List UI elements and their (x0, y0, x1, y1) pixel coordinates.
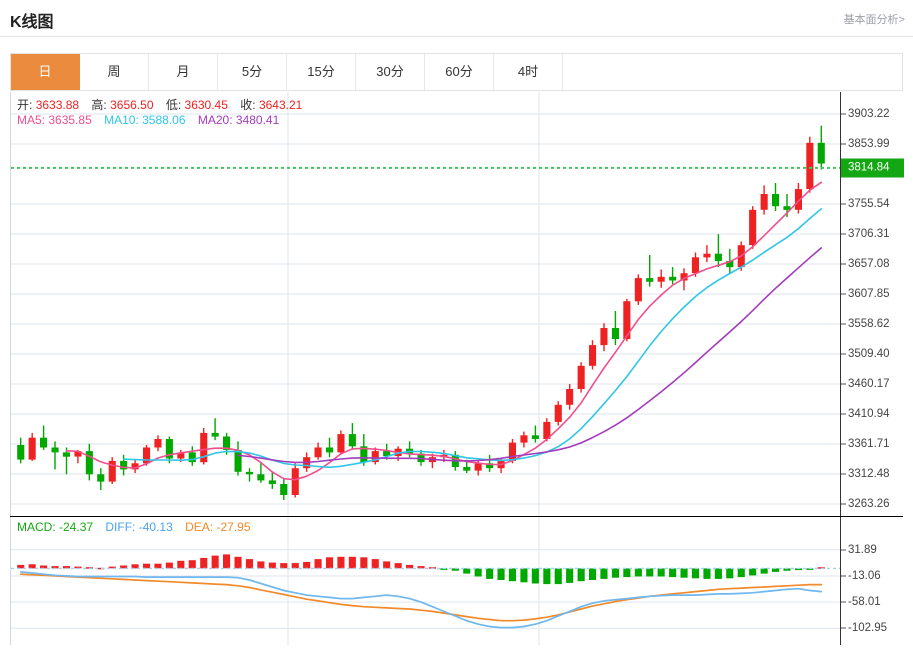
price-tick-label: 3903.22 (848, 108, 890, 120)
period-tabbar: 日周月 5分 15分 30分 60分 4时 (10, 53, 903, 91)
macd-value: -24.37 (59, 520, 94, 534)
macd-tick-mark (841, 549, 846, 551)
price-tick-mark (841, 413, 846, 415)
price-pane: 开: 3633.88 高: 3656.50 低: 3630.45 收: 3643… (10, 92, 904, 517)
close-label: 收: (240, 98, 256, 112)
open-value: 3633.88 (35, 98, 80, 112)
price-tick-mark (841, 113, 846, 115)
price-tick-mark (841, 353, 846, 355)
open-label: 开: (17, 98, 33, 112)
price-tick-label: 3853.99 (848, 138, 890, 150)
price-tick-mark (841, 293, 846, 295)
low-value: 3630.45 (184, 98, 228, 112)
ma20-value: 3480.41 (235, 113, 280, 127)
dea-value: -27.95 (216, 520, 251, 534)
period-tab-7[interactable]: 4时 (494, 54, 563, 90)
period-tab-2[interactable]: 月 (149, 54, 218, 90)
macd-plot[interactable]: MACD: -24.37 DIFF: -40.13 DEA: -27.95 (10, 517, 841, 645)
macd-label: MACD: (17, 520, 56, 534)
high-label: 高: (91, 98, 107, 112)
fundamental-analysis-link[interactable]: 基本面分析> (843, 14, 905, 26)
period-tab-6[interactable]: 60分 (425, 54, 494, 90)
macd-tick-label: -58.01 (848, 596, 881, 609)
ma10-label: MA10: (104, 113, 139, 127)
price-tick-mark (841, 233, 846, 235)
high-value: 3656.50 (110, 98, 154, 112)
price-tick-label: 3509.40 (848, 347, 890, 360)
macd-tick-label: -102.95 (848, 622, 888, 635)
ma20-label: MA20: (197, 113, 233, 127)
page-header: K线图 基本面分析> (0, 0, 913, 37)
ma5-label: MA5: (17, 113, 46, 127)
diff-label: DIFF: (105, 520, 136, 534)
price-tick-label: 3410.94 (848, 408, 890, 420)
price-tick-label: 3706.31 (848, 227, 890, 240)
price-y-axis: 3903.22 3853.99 3755.54 3706.31 3657.08 3607.… (840, 92, 904, 516)
dea-label: DEA: (185, 520, 214, 534)
period-tab-5[interactable]: 30分 (356, 54, 425, 90)
ma-legend: MA5: 3635.85 MA10: 3588.06 MA20: 3480.41 (17, 113, 288, 127)
macd-y-axis: 31.89 -13.06 -58.01 -102.95 (840, 517, 903, 645)
price-tick-label: 3312.48 (848, 468, 890, 480)
price-tick-label: 3755.54 (848, 197, 890, 210)
period-tab-1[interactable]: 周 (80, 54, 149, 90)
price-tick-mark (841, 383, 846, 385)
chart-area: 开: 3633.88 高: 3656.50 低: 3630.45 收: 3643… (10, 92, 904, 645)
diff-value: -40.13 (138, 520, 173, 534)
price-tick-label: 3361.71 (848, 438, 890, 450)
low-label: 低: (165, 98, 182, 112)
current-price-value: 3814.84 (848, 161, 890, 174)
period-tab-4[interactable]: 15分 (287, 54, 356, 90)
price-tick-mark (841, 323, 846, 325)
price-tick-label: 3558.62 (848, 318, 890, 330)
close-value: 3643.21 (258, 98, 303, 112)
price-tick-mark (841, 143, 846, 145)
price-tick-mark (841, 503, 846, 505)
macd-legend: MACD: -24.37 DIFF: -40.13 DEA: -27.95 (17, 520, 260, 534)
price-plot[interactable]: 开: 3633.88 高: 3656.50 低: 3630.45 收: 3643… (10, 92, 841, 516)
ma5-value: 3635.85 (48, 113, 92, 127)
price-tick-mark (841, 203, 846, 205)
macd-pane: MACD: -24.37 DIFF: -40.13 DEA: -27.95 31… (10, 517, 903, 645)
period-tab-0[interactable]: 日 (11, 54, 80, 90)
current-price-badge: 3814.84 (841, 158, 904, 178)
macd-tick-mark (841, 627, 846, 629)
macd-tick-mark (841, 601, 846, 603)
ohlc-legend: 开: 3633.88 高: 3656.50 低: 3630.45 收: 3643… (17, 96, 311, 113)
price-tick-label: 3607.85 (848, 288, 890, 300)
tabbar-filler (563, 54, 902, 90)
price-tick-label: 3263.26 (848, 498, 890, 510)
price-tick-label: 3657.08 (848, 258, 890, 270)
macd-tick-label: 31.89 (848, 543, 877, 556)
price-tick-mark (841, 443, 846, 445)
ma10-value: 3588.06 (142, 113, 186, 127)
price-tick-label: 3460.17 (848, 378, 890, 390)
page-title: K线图 (10, 14, 54, 31)
macd-tick-label: -13.06 (848, 569, 881, 582)
price-tick-mark (841, 473, 846, 475)
period-tab-3[interactable]: 5分 (218, 54, 287, 90)
price-tick-mark (841, 263, 846, 265)
macd-tick-mark (841, 575, 846, 577)
